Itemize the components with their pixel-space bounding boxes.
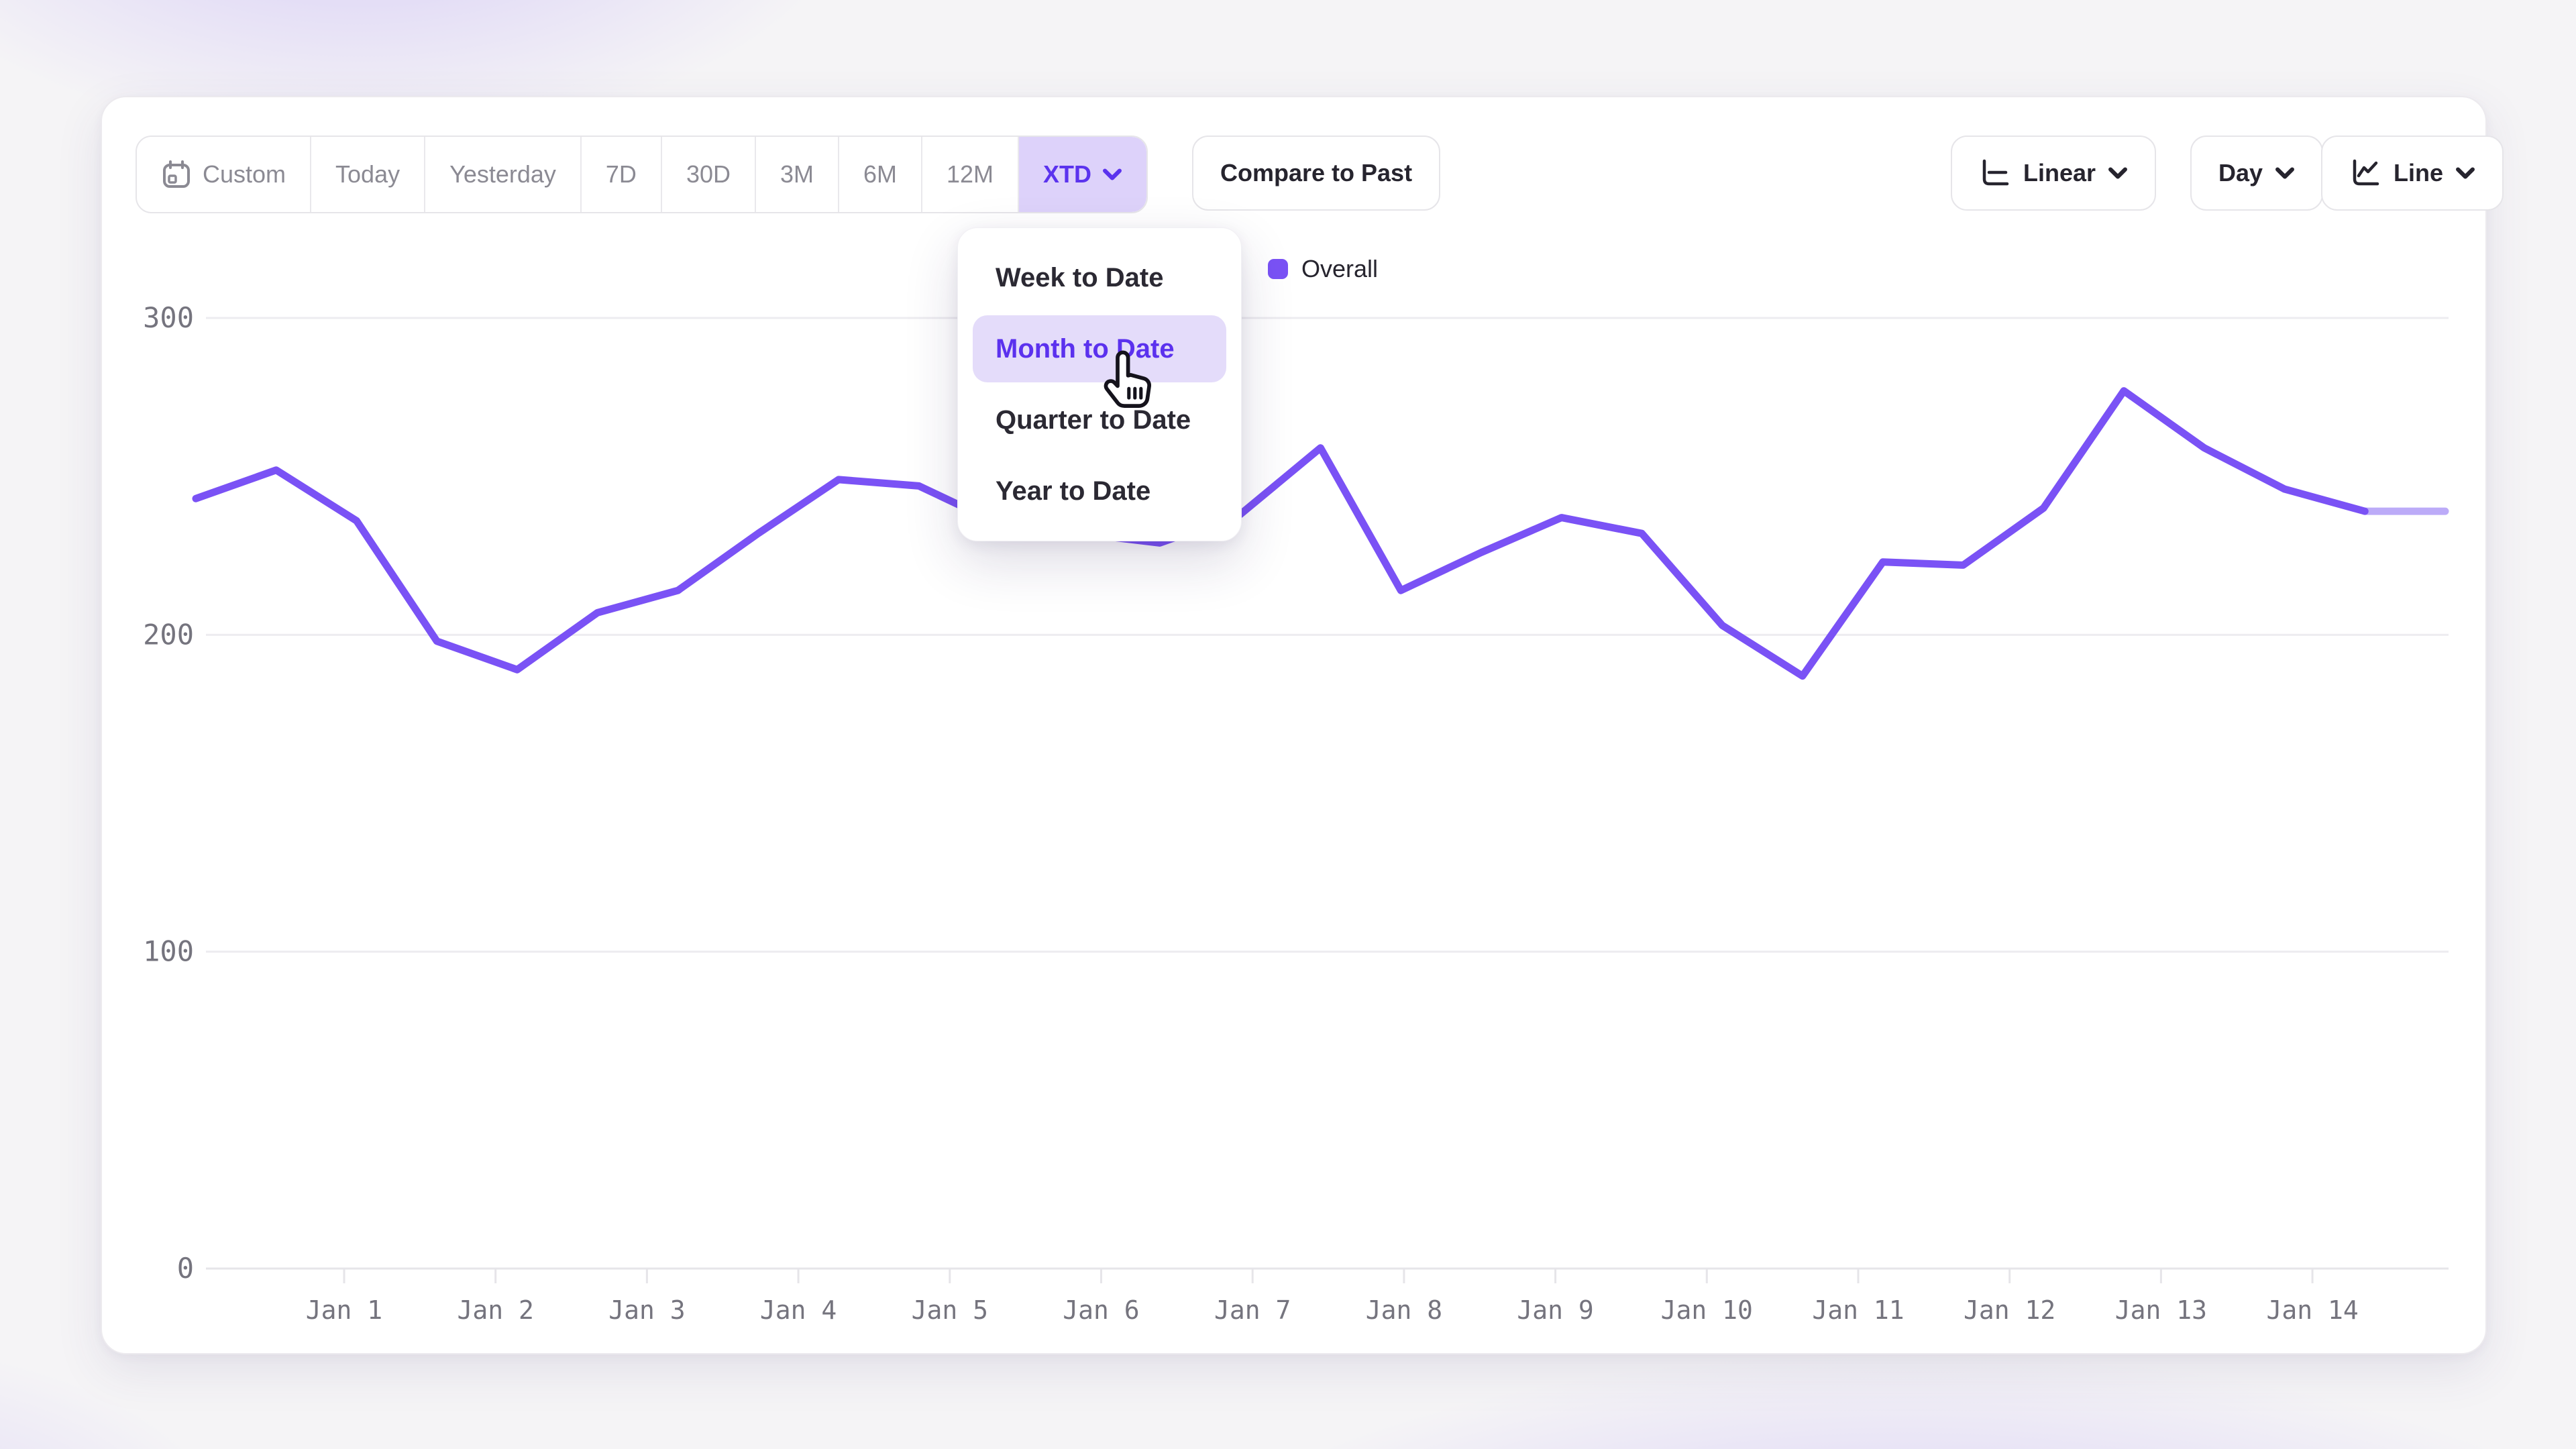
x-tick-label: Jan 7 <box>1214 1295 1291 1325</box>
range-button-3m[interactable]: 3M <box>754 137 838 212</box>
range-button-label: 3M <box>780 160 814 188</box>
x-tick-label: Jan 2 <box>458 1295 534 1325</box>
range-button-label: 12M <box>947 160 994 188</box>
linear-scale-icon <box>1982 159 2009 186</box>
menu-item-month-to-date[interactable]: Month to Date <box>973 315 1226 382</box>
scale-label: Linear <box>2023 159 2096 186</box>
hand-cursor <box>1104 350 1151 408</box>
chevron-down-icon <box>2275 167 2295 179</box>
range-button-label: 6M <box>863 160 898 188</box>
legend-label: Overall <box>1301 255 1379 282</box>
line-chart[interactable]: 0 100 200 300 Jan 1 Jan 2 Jan 3 Jan 4 Jan 5 Jan 6… <box>102 97 2485 1353</box>
x-tick-label: Jan 14 <box>2266 1295 2358 1325</box>
x-tick-label: Jan 1 <box>306 1295 382 1325</box>
y-tick-label: 0 <box>177 1252 194 1285</box>
range-button-today[interactable]: Today <box>310 137 425 212</box>
legend-swatch <box>1267 259 1288 279</box>
calendar-icon <box>163 160 190 188</box>
range-button-label: Custom <box>203 160 286 188</box>
date-range-dropdown: Week to Date Month to Date Quarter to Date… <box>957 227 1242 541</box>
range-button-custom[interactable]: Custom <box>137 137 311 212</box>
menu-item-year-to-date[interactable]: Year to Date <box>973 458 1226 525</box>
range-button-7d[interactable]: 7D <box>580 137 661 212</box>
x-tick-label: Jan 9 <box>1517 1295 1593 1325</box>
chevron-down-icon <box>1103 168 1122 180</box>
range-button-30d[interactable]: 30D <box>660 137 755 212</box>
chart-type-select-button[interactable]: Line <box>2321 136 2504 211</box>
range-button-label: XTD <box>1043 160 1092 188</box>
y-tick-label: 200 <box>143 618 194 651</box>
compare-to-past-button[interactable]: Compare to Past <box>1192 136 1441 211</box>
scale-select-button[interactable]: Linear <box>1951 136 2157 211</box>
range-button-xtd[interactable]: XTD <box>1018 137 1147 212</box>
line-chart-icon <box>2353 159 2379 186</box>
range-button-label: Today <box>335 160 400 188</box>
series-line-overall <box>192 387 2369 680</box>
range-button-label: 30D <box>686 160 731 188</box>
range-button-yesterday[interactable]: Yesterday <box>424 137 580 212</box>
legend: Overall <box>196 253 2450 285</box>
chevron-down-icon <box>2108 167 2128 179</box>
x-tick-label: Jan 11 <box>1812 1295 1904 1325</box>
x-tick-label: Jan 12 <box>1964 1295 2055 1325</box>
granularity-select-button[interactable]: Day <box>2190 136 2324 211</box>
x-tick-label: Jan 4 <box>760 1295 837 1325</box>
x-tick-label: Jan 5 <box>912 1295 988 1325</box>
chart-type-label: Line <box>2394 159 2444 186</box>
x-tick-label: Jan 10 <box>1661 1295 1753 1325</box>
range-button-label: 7D <box>605 160 637 188</box>
date-range-group: Custom Today Yesterday 7D 30D 3M 6M 12M XTD <box>136 136 1148 213</box>
x-tick-label: Jan 3 <box>608 1295 685 1325</box>
menu-item-quarter-to-date[interactable]: Quarter to Date <box>973 386 1226 453</box>
x-tick-label: Jan 6 <box>1063 1295 1139 1325</box>
compare-to-past-label: Compare to Past <box>1220 159 1413 186</box>
chart-card: Custom Today Yesterday 7D 30D 3M 6M 12M XTD Comp… <box>101 96 2504 1354</box>
range-button-label: Yesterday <box>449 160 556 188</box>
y-tick-label: 100 <box>143 935 194 968</box>
x-tick-label: Jan 13 <box>2115 1295 2207 1325</box>
granularity-label: Day <box>2218 159 2263 186</box>
y-tick-label: 300 <box>143 301 194 334</box>
x-tick-label: Jan 8 <box>1366 1295 1442 1325</box>
chevron-down-icon <box>2456 167 2475 179</box>
range-button-12m[interactable]: 12M <box>921 137 1018 212</box>
range-button-6m[interactable]: 6M <box>838 137 922 212</box>
menu-item-week-to-date[interactable]: Week to Date <box>973 244 1226 311</box>
